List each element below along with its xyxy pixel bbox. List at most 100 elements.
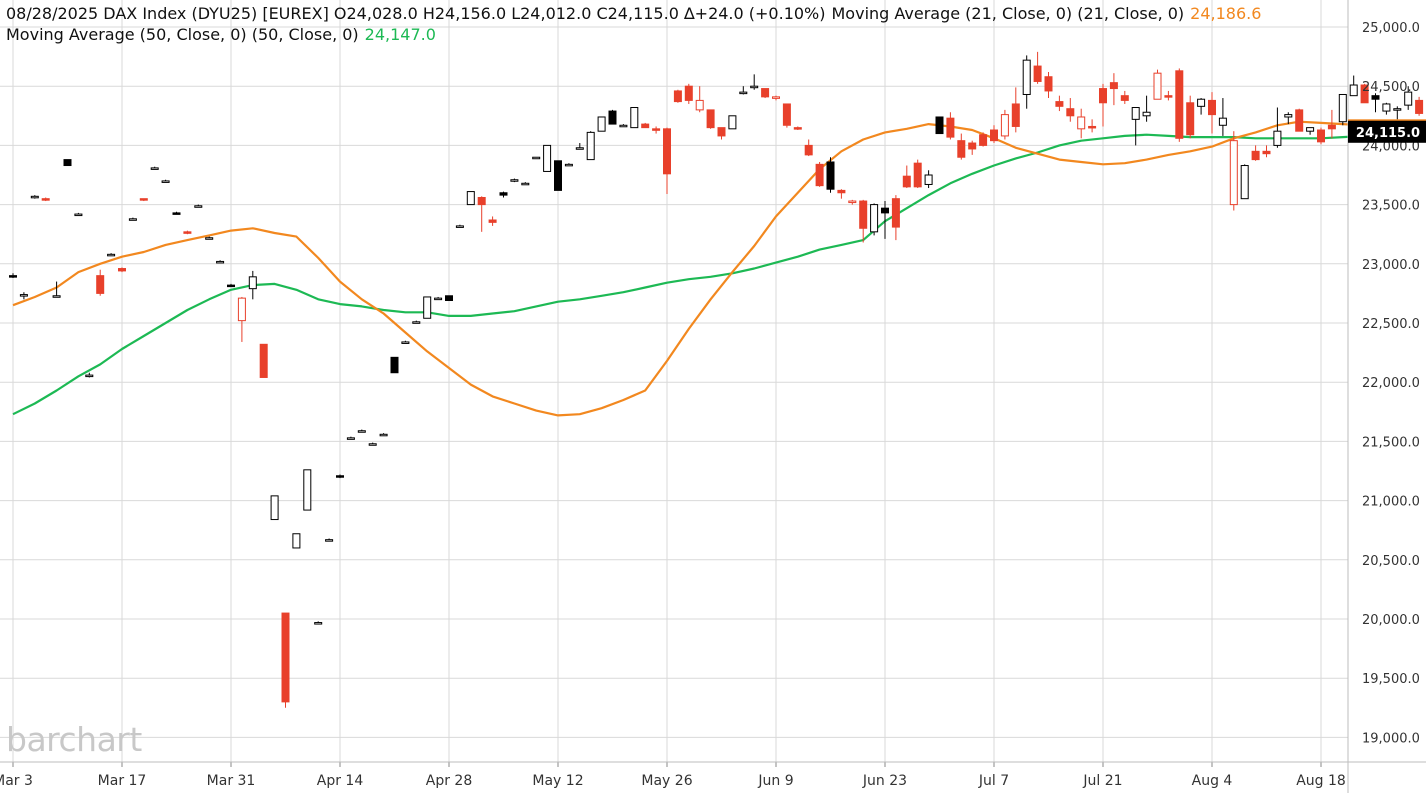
x-tick-label: Jun 9: [757, 773, 793, 789]
candle-body: [859, 200, 868, 229]
candle-body: [673, 90, 682, 103]
candle-body: [1295, 109, 1304, 132]
candle-body: [1218, 117, 1227, 126]
candle-body: [346, 437, 355, 440]
x-tick-label: Jul 7: [978, 773, 1009, 789]
candle-body: [957, 140, 966, 158]
x-tick-label: Jul 21: [1082, 773, 1122, 789]
candle-body: [390, 356, 399, 374]
grid: [0, 0, 1348, 762]
candle-body: [826, 161, 835, 190]
candle-body: [1055, 101, 1064, 107]
candle-body: [1011, 103, 1020, 127]
candle-body: [695, 99, 704, 111]
candle-body: [445, 295, 453, 302]
candle-body: [63, 159, 72, 167]
candle-body: [9, 275, 17, 278]
candle-body: [848, 200, 857, 204]
candle-body: [292, 533, 301, 549]
ma21-label: Moving Average (21, Close, 0) (21, Close…: [831, 4, 1185, 23]
candle-body: [314, 622, 323, 625]
candle-body: [1306, 127, 1315, 132]
candle-body: [227, 284, 235, 288]
candle-body: [466, 191, 475, 206]
x-tick-label: Apr 14: [317, 773, 364, 789]
candle-body: [815, 163, 824, 187]
x-tick-label: May 26: [641, 773, 692, 789]
candle-body: [1360, 84, 1369, 104]
candle-body: [935, 116, 944, 135]
candle-body: [194, 205, 203, 208]
candle-body: [477, 196, 486, 206]
candle-body: [1033, 65, 1042, 82]
ma50-label: Moving Average (50, Close, 0) (50, Close…: [6, 25, 359, 44]
quote-summary: 08/28/2025 DAX Index (DYU25) [EUREX] O24…: [6, 4, 826, 23]
candle-body: [1088, 125, 1097, 129]
x-tick-label: Mar 31: [207, 773, 256, 789]
candle-body: [1153, 72, 1162, 100]
y-tick-label: 24,500.0: [1362, 80, 1420, 95]
candle-body: [804, 144, 813, 156]
candle-body: [1327, 124, 1336, 130]
x-tick-label: Apr 28: [426, 773, 472, 789]
candles: [9, 51, 1424, 708]
candle-body: [161, 180, 170, 183]
candle-body: [543, 144, 552, 172]
candle-body: [619, 124, 628, 128]
candle-body: [107, 253, 116, 257]
candle-body: [597, 116, 606, 132]
candle-body: [761, 88, 770, 98]
candle-body: [554, 160, 562, 191]
candle-body: [1044, 76, 1053, 92]
candle-body: [401, 341, 410, 344]
candle-body: [608, 110, 617, 125]
candle-body: [1077, 116, 1086, 130]
chart-header-line1: 08/28/2025 DAX Index (DYU25) [EUREX] O24…: [6, 4, 1267, 23]
candle-body: [837, 189, 846, 194]
y-tick-label: 22,500.0: [1362, 317, 1420, 332]
candle-body: [30, 195, 39, 199]
candle-body: [586, 131, 595, 161]
candle-body: [41, 198, 50, 201]
candle-body: [1208, 99, 1216, 116]
candle-body: [270, 495, 279, 521]
y-tick-label: 20,000.0: [1362, 613, 1420, 628]
candle-body: [1262, 150, 1271, 155]
candle-body: [128, 218, 137, 221]
candle-body: [946, 117, 955, 138]
y-tick-label: 24,000.0: [1362, 139, 1420, 154]
candle-body: [575, 147, 584, 150]
y-tick-label: 20,500.0: [1362, 554, 1420, 569]
y-tick-label: 25,000.0: [1362, 21, 1420, 36]
candle-body: [379, 433, 388, 437]
y-tick-label: 23,000.0: [1362, 258, 1420, 273]
candle-body: [325, 539, 334, 542]
candle-body: [1240, 165, 1249, 200]
candle-body: [968, 142, 977, 150]
candle-body: [1175, 70, 1184, 139]
y-tick-label: 22,000.0: [1362, 376, 1420, 391]
candle-body: [172, 212, 181, 215]
candle-body: [1066, 108, 1075, 117]
candle-body: [1000, 114, 1009, 137]
candle-body: [1229, 140, 1238, 206]
candle-body: [1371, 95, 1380, 100]
candle-body: [237, 297, 246, 322]
y-tick-label: 19,000.0: [1362, 731, 1420, 746]
candle-body: [772, 96, 780, 99]
candle-body: [1120, 95, 1129, 101]
candle-body: [183, 231, 192, 234]
candle-body: [1273, 130, 1282, 146]
candle-body: [881, 207, 889, 214]
candle-body: [248, 276, 257, 290]
candle-body: [750, 85, 759, 89]
candle-body: [357, 430, 366, 433]
candle-body: [85, 374, 94, 378]
candle-body: [1349, 84, 1358, 97]
y-tick-label: 19,500.0: [1362, 672, 1420, 687]
candle-body: [1284, 114, 1293, 118]
candle-body: [74, 213, 83, 217]
last-price-tag: [1348, 120, 1426, 143]
